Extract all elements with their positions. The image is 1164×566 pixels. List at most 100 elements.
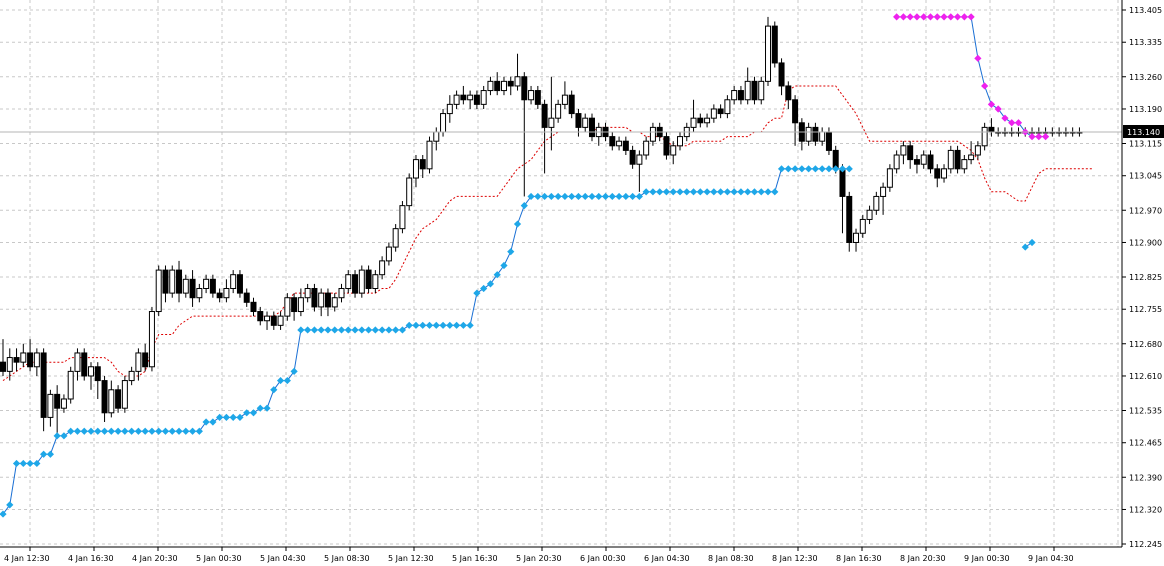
- resistance-marker: [1041, 132, 1050, 141]
- candle: [223, 279, 230, 303]
- support-marker: [615, 192, 623, 201]
- candle-body: [67, 370, 74, 400]
- candle-body: [846, 195, 853, 243]
- candle-body: [731, 90, 738, 101]
- candle-body: [250, 301, 257, 313]
- candle-body: [968, 154, 975, 161]
- candle-body: [74, 352, 81, 372]
- support-marker: [412, 321, 420, 329]
- candle: [677, 131, 683, 151]
- candle-body: [886, 168, 893, 188]
- candle: [121, 375, 128, 413]
- candle-body: [480, 90, 487, 105]
- candle-body: [196, 288, 203, 299]
- x-tick-label: 4 Jan 16:30: [68, 554, 114, 563]
- resistance-marker: [974, 54, 982, 62]
- candle-body: [433, 131, 440, 142]
- support-marker: [818, 165, 826, 173]
- candle-body: [744, 80, 751, 101]
- y-tick-label: 112.245: [1129, 540, 1162, 549]
- support-marker: [520, 202, 528, 210]
- support-marker: [730, 188, 738, 196]
- candle: [737, 85, 744, 105]
- candle-body: [169, 269, 176, 294]
- candle-body: [575, 113, 582, 128]
- x-tick-label: 8 Jan 12:30: [772, 554, 818, 563]
- candle-body: [616, 140, 623, 147]
- candle-body: [311, 288, 318, 308]
- candle: [704, 113, 711, 128]
- candle-body: [534, 90, 541, 105]
- candle-body: [697, 117, 704, 124]
- support-marker: [195, 427, 203, 435]
- candle: [548, 76, 555, 151]
- candle: [880, 182, 887, 215]
- candle-body: [561, 94, 568, 105]
- candle: [101, 375, 108, 423]
- candle: [243, 288, 250, 307]
- x-tick-label: 8 Jan 16:30: [836, 554, 882, 563]
- candle: [981, 122, 988, 151]
- candle: [968, 141, 975, 165]
- support-marker: [561, 192, 569, 201]
- resistance-marker: [967, 13, 975, 21]
- candle-body: [900, 145, 907, 156]
- support-marker: [155, 427, 163, 435]
- candle: [710, 104, 717, 123]
- candle: [771, 21, 778, 68]
- candle: [60, 394, 67, 413]
- y-tick-label: 112.970: [1129, 206, 1162, 215]
- envelope-line: [2, 85, 1093, 382]
- candle: [954, 145, 961, 174]
- candle-body: [805, 126, 812, 142]
- candle: [277, 311, 284, 330]
- candle: [250, 297, 257, 317]
- candle: [385, 242, 392, 266]
- x-tick-label: 5 Jan 20:30: [516, 554, 562, 563]
- support-marker: [480, 284, 488, 293]
- candle: [853, 228, 860, 252]
- candle: [216, 288, 223, 303]
- candle-body: [243, 292, 250, 303]
- candle: [176, 260, 183, 303]
- x-axis-ticks: 4 Jan 12:30 4 Jan 16:30 4 Jan 20:30 5 Jan 0…: [4, 547, 1074, 563]
- candle-body: [961, 159, 968, 170]
- y-tick-label: 113.335: [1129, 38, 1162, 47]
- candle-body: [209, 278, 216, 294]
- support-marker: [696, 188, 704, 196]
- candle: [81, 348, 88, 381]
- candle-body: [33, 352, 40, 368]
- y-tick-label: 112.535: [1129, 407, 1162, 416]
- candle-body: [792, 99, 799, 124]
- candle-body: [913, 159, 920, 165]
- candle: [859, 214, 866, 238]
- support-marker: [398, 326, 407, 334]
- candle: [203, 274, 210, 294]
- candle-body: [751, 80, 758, 101]
- support-marker: [141, 427, 149, 435]
- candle: [189, 270, 196, 307]
- support-marker: [405, 321, 413, 329]
- candle: [182, 274, 189, 298]
- candle: [534, 85, 541, 109]
- candle-body: [264, 315, 271, 322]
- support-marker: [805, 165, 813, 173]
- resistance-marker: [987, 100, 996, 108]
- support-marker: [297, 326, 305, 334]
- grid: [0, 0, 1122, 547]
- candle: [169, 265, 176, 298]
- candle: [345, 270, 352, 294]
- candle: [812, 122, 819, 146]
- candle-body: [629, 149, 636, 165]
- y-tick-label: 112.900: [1129, 238, 1162, 247]
- candle-body: [853, 232, 860, 243]
- candle: [257, 306, 264, 326]
- candle: [927, 150, 934, 174]
- candle-body: [893, 154, 900, 170]
- candle: [47, 389, 54, 427]
- support-marker: [588, 192, 596, 201]
- candle: [941, 164, 948, 183]
- support-marker: [425, 321, 434, 329]
- support-marker: [439, 321, 447, 329]
